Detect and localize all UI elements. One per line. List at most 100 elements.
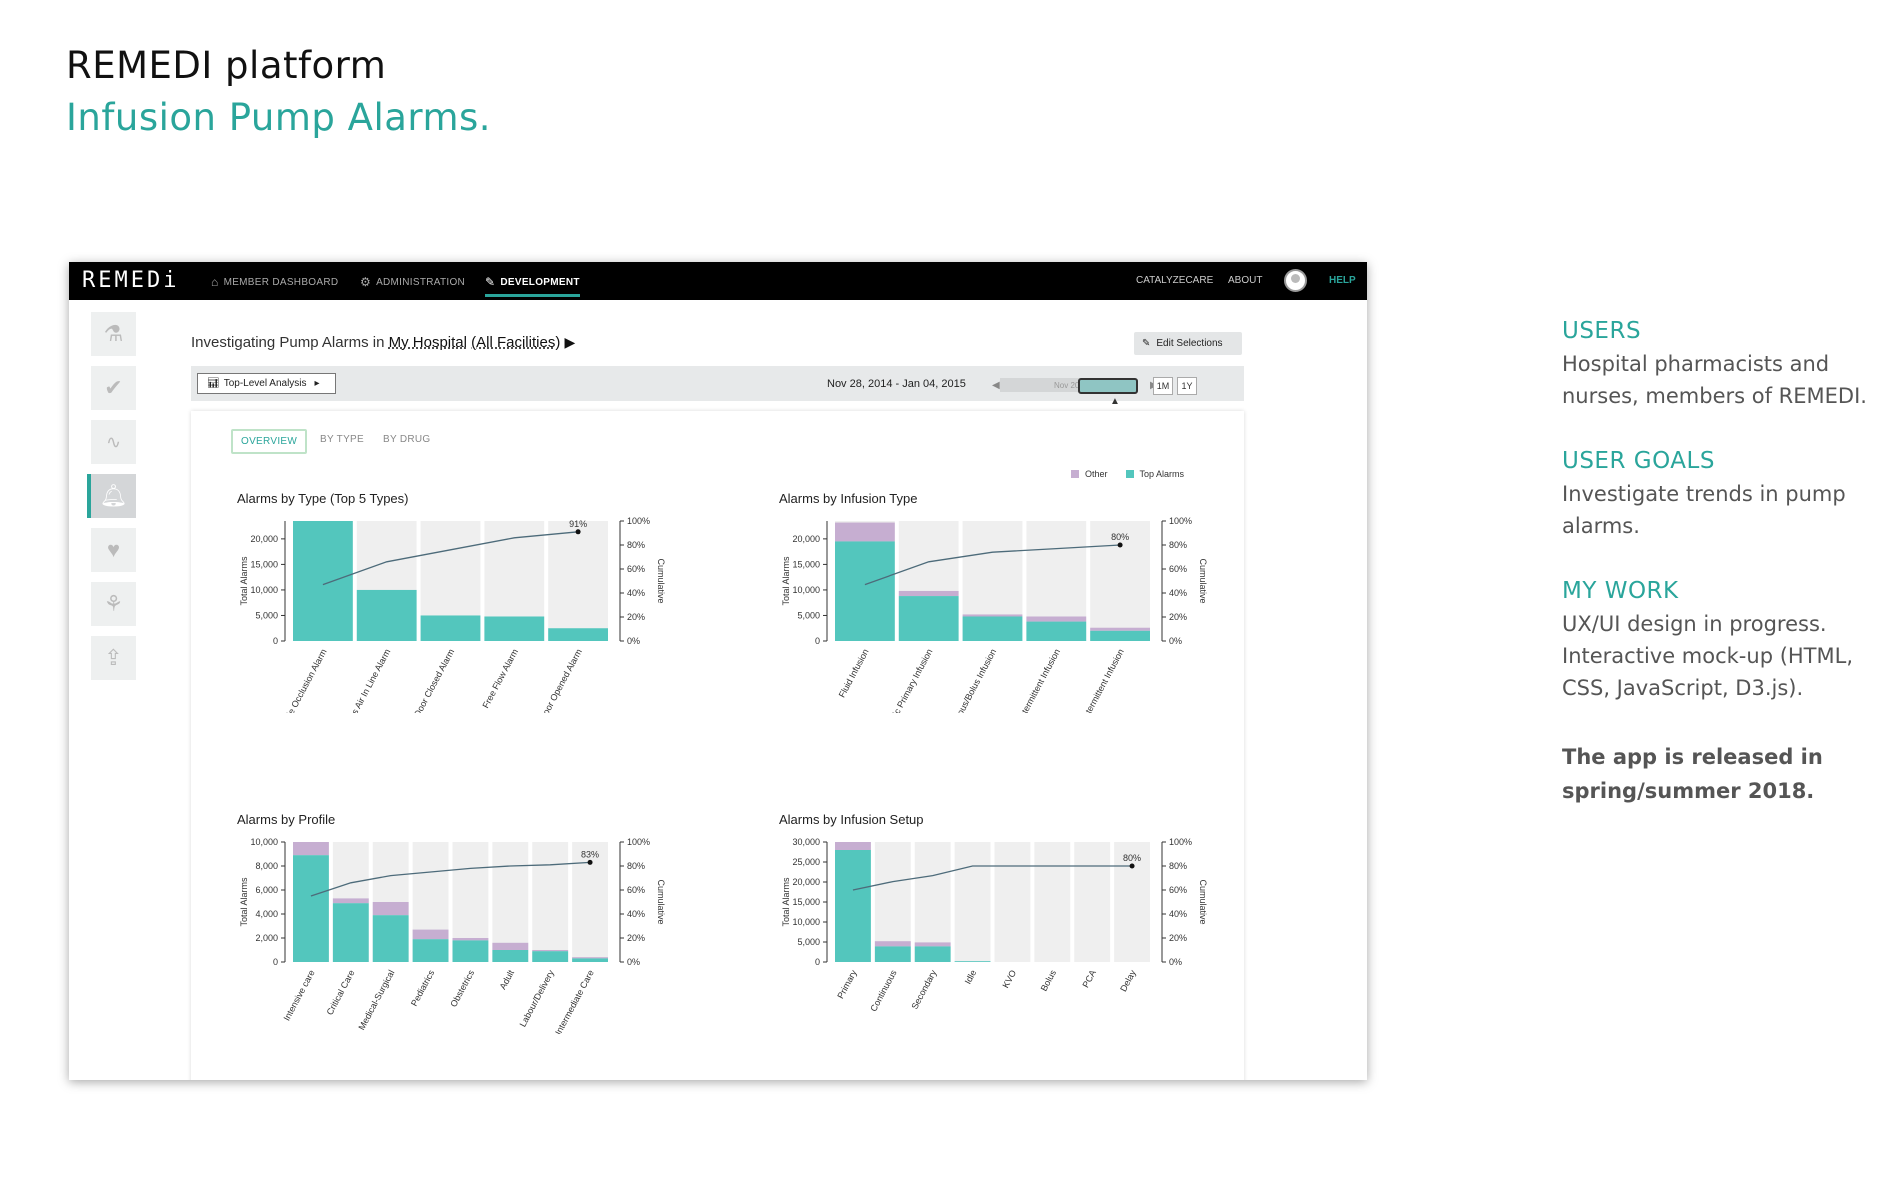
y2-tick-label: 100% [627, 516, 650, 526]
side-upload-button[interactable]: ⇪ [91, 636, 136, 680]
bar-other [412, 929, 449, 940]
check-icon: ✔ [104, 375, 123, 400]
chart-title: Alarms by Infusion Type [779, 491, 918, 506]
side-lab-flask-button[interactable]: ⚗ [91, 312, 136, 356]
x-tick-label: Delay [1118, 968, 1138, 993]
x-tick-label: Continuous/Bolus Infusion [940, 647, 998, 713]
slider-handle[interactable] [1078, 378, 1138, 394]
goals-heading: USER GOALS [1562, 448, 1715, 474]
play-arrow-icon[interactable]: ▶ [564, 334, 576, 350]
bar-top-alarms [492, 950, 529, 962]
tab-by-drug[interactable]: BY DRUG [383, 434, 431, 445]
tab-by-type[interactable]: BY TYPE [320, 434, 364, 445]
nav-administration[interactable]: ⚙ ADMINISTRATION [360, 275, 465, 289]
upload-icon: ⇪ [104, 645, 123, 670]
y2-tick-label: 40% [1169, 588, 1187, 598]
chart-svg: 0 2,000 4,000 6,000 8,000 10,000 Total Alarms 0… [239, 837, 666, 1034]
x-tick-label: Labour/Delivery [518, 968, 557, 1029]
y2-tick-label: 20% [627, 612, 645, 622]
hospital-link[interactable]: My Hospital [388, 334, 467, 351]
users-heading: USERS [1562, 318, 1642, 344]
x-tick-label: Continuous [868, 968, 898, 1013]
slider-left-arrow-icon[interactable]: ◀ [992, 380, 1000, 391]
y2-tick-label: 60% [1169, 564, 1187, 574]
x-tick-label: Fluid Infusion [837, 647, 871, 699]
nav-help[interactable]: HELP [1329, 275, 1356, 286]
date-range: Nov 28, 2014 - Jan 04, 2015 [827, 378, 966, 390]
y-tick-label: 5,000 [797, 937, 820, 947]
x-tick-label: Basic Primary Infusion [884, 647, 935, 713]
y-tick-label: 10,000 [250, 837, 278, 847]
remedi-logo[interactable]: REMEDi [82, 268, 180, 293]
side-heart-button[interactable]: ♥ [91, 528, 136, 572]
app-window: REMEDi ⌂ MEMBER DASHBOARD ⚙ ADMINISTRATI… [69, 262, 1367, 1080]
y2-tick-label: 0% [1169, 957, 1182, 967]
y2-tick-label: 0% [1169, 636, 1182, 646]
side-check-button[interactable]: ✔ [91, 366, 136, 410]
y2-tick-label: 20% [1169, 933, 1187, 943]
bar-other [532, 950, 569, 952]
y2-axis-label: Cumulative [1198, 558, 1208, 603]
cumulative-line [310, 861, 591, 897]
top-level-analysis-dropdown[interactable]: 📊︎ Top-Level Analysis ▸ [197, 373, 336, 394]
project-notes: USERS Hospital pharmacists and nurses, m… [1562, 318, 1872, 808]
bar-top-alarms [835, 541, 895, 641]
y2-tick-label: 100% [1169, 516, 1192, 526]
user-avatar[interactable] [1284, 269, 1307, 292]
caret-right-icon: ▸ [314, 378, 320, 389]
bar-top-alarms [412, 939, 449, 962]
x-tick-label: Intensive care [282, 968, 317, 1022]
y-axis-label: Total Alarms [781, 556, 791, 606]
date-slider[interactable]: ◀ Nov 201 ▶ [992, 378, 1158, 394]
y2-tick-label: 20% [627, 933, 645, 943]
y2-tick-label: 100% [1169, 837, 1192, 847]
bar-top-alarms [293, 855, 329, 962]
bar-top-alarms [356, 589, 417, 641]
x-tick-label: Intermediate Care [553, 968, 596, 1034]
legend-top: Top Alarms [1125, 469, 1184, 479]
bar-top-alarms [420, 615, 481, 641]
y-tick-label: 15,000 [792, 559, 820, 569]
side-lungs-button[interactable]: ⚘ [91, 582, 136, 626]
bar-other [914, 942, 951, 947]
zoom-1y-button[interactable]: 1Y [1177, 377, 1197, 395]
nav-about[interactable]: ABOUT [1228, 275, 1263, 286]
y2-tick-label: 60% [627, 885, 645, 895]
side-pulse-button[interactable]: ∿ [91, 420, 136, 464]
bar-background [548, 521, 608, 641]
y-axis-label: Total Alarms [239, 877, 249, 927]
y2-tick-label: 60% [1169, 885, 1187, 895]
tab-overview[interactable]: OVERVIEW [231, 429, 308, 454]
bar-other [332, 898, 369, 904]
y-axis-label: Total Alarms [781, 877, 791, 927]
cumulative-label: 83% [581, 849, 599, 859]
y2-tick-label: 80% [627, 861, 645, 871]
x-tick-label: Medical-Surgical [356, 968, 396, 1031]
nav-development[interactable]: ✎ DEVELOPMENT [485, 275, 580, 297]
nav-catalyzecare[interactable]: CATALYZECARE [1136, 275, 1214, 286]
bar-other [492, 942, 529, 950]
nav-member-dashboard[interactable]: ⌂ MEMBER DASHBOARD [211, 275, 338, 289]
legend-other: Other [1071, 469, 1108, 479]
side-alarms-button[interactable]: 🔔︎ [87, 474, 136, 518]
x-tick-label: Adult [498, 968, 517, 991]
y-axis-label: Total Alarms [239, 556, 249, 606]
page-title: REMEDI platform [66, 44, 387, 87]
edit-selections-button[interactable]: ✎ Edit Selections [1134, 332, 1242, 355]
facilities-link[interactable]: (All Facilities) [471, 334, 561, 351]
bar-other [835, 842, 871, 850]
y-tick-label: 4,000 [255, 909, 278, 919]
top-navbar: REMEDi ⌂ MEMBER DASHBOARD ⚙ ADMINISTRATI… [69, 262, 1367, 300]
legend-other-swatch [1071, 470, 1079, 478]
bell-icon: 🔔︎ [99, 483, 128, 508]
x-tick-label: Bolus Air In Line Alarm [341, 647, 392, 713]
y2-tick-label: 40% [627, 909, 645, 919]
chart-svg: 0 5,000 10,000 15,000 20,000 25,000 30,000 Tota… [781, 837, 1208, 1013]
cumulative-end-point [587, 859, 593, 865]
cumulative-label: 91% [569, 519, 587, 529]
y-tick-label: 10,000 [792, 585, 820, 595]
slider-label: Nov 201 [1054, 381, 1084, 390]
zoom-1m-button[interactable]: 1M [1153, 377, 1173, 395]
x-tick-label: Secondary Intermittent Infusion [995, 647, 1062, 713]
y2-tick-label: 100% [627, 837, 650, 847]
